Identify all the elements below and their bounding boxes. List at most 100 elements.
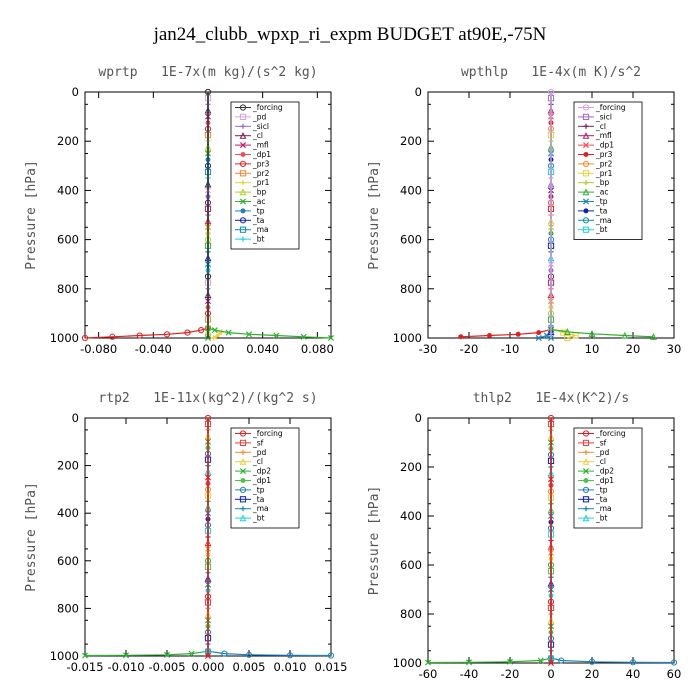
legend-marker xyxy=(582,198,590,205)
data-point xyxy=(588,658,596,665)
y-axis-label: Pressure [hPa] xyxy=(24,160,39,270)
y-axis-label: Pressure [hPa] xyxy=(367,160,382,270)
legend-marker xyxy=(239,514,247,522)
data-point xyxy=(424,659,432,666)
x-tick-label: -60 xyxy=(419,667,438,681)
data-point xyxy=(81,652,89,659)
legend: _forcing_pd_sicl_cl_mfl_dp1_pr3_pr2_pr1_… xyxy=(230,101,300,250)
legend-label: _pr3 xyxy=(252,159,270,168)
legend-marker xyxy=(583,506,589,512)
legend-label: _cl xyxy=(595,122,606,131)
figure-title: jan24_clubb_wpxp_ri_expm BUDGET at90E,-7… xyxy=(153,24,547,45)
legend-label: _dp1 xyxy=(595,476,614,485)
data-point xyxy=(163,331,171,338)
legend-marker xyxy=(582,188,590,196)
legend-label: _pr2 xyxy=(252,169,270,178)
legend-marker xyxy=(239,439,247,446)
panel-title: wpthlp 1E-4x(m K)/s^2 xyxy=(461,65,641,80)
legend-label: _bt xyxy=(595,225,608,234)
y-axis-label: Pressure [hPa] xyxy=(24,482,39,592)
legend-marker xyxy=(582,514,590,522)
legend-label: _ta xyxy=(252,216,264,225)
data-point xyxy=(300,333,307,340)
chart-panel-3: rtp2 1E-11x(kg^2)/(kg^2 s) Pressure [hPa]… xyxy=(24,391,347,674)
data-point xyxy=(109,333,116,340)
y-tick-label: 400 xyxy=(400,509,422,523)
legend-marker xyxy=(240,478,246,483)
x-tick-label: -10 xyxy=(501,342,520,356)
legend-marker xyxy=(582,160,590,167)
data-point xyxy=(136,332,143,339)
legend-label: _sf xyxy=(252,438,264,447)
data-point xyxy=(81,334,89,342)
legend-label: _bp xyxy=(252,188,267,197)
x-tick-label: 0.005 xyxy=(233,660,266,674)
series-line-ac xyxy=(207,327,332,339)
legend-marker xyxy=(582,457,590,465)
y-tick-label: 400 xyxy=(400,183,422,197)
y-tick-label: 0 xyxy=(72,411,79,425)
legend-marker xyxy=(239,113,247,121)
x-tick-label: 0.080 xyxy=(301,342,334,356)
legend-marker xyxy=(239,226,247,233)
data-point xyxy=(537,657,544,664)
legend-label: _pd xyxy=(252,448,267,457)
y-tick-label: 1000 xyxy=(393,656,422,670)
legend-marker xyxy=(239,496,247,503)
data-point xyxy=(629,659,637,666)
legend-label: _ma xyxy=(595,504,612,513)
data-point xyxy=(216,331,222,337)
x-tick-label: -0.005 xyxy=(148,660,185,674)
series-line-tp xyxy=(550,657,675,664)
x-tick-label: 0.010 xyxy=(274,660,307,674)
data-point xyxy=(458,334,464,340)
y-tick-label: 200 xyxy=(400,134,422,148)
data-point xyxy=(273,332,280,339)
legend-label: _ta xyxy=(595,206,607,215)
y-tick-label: 800 xyxy=(57,601,79,615)
data-point xyxy=(198,327,205,334)
legend-label: _mfl xyxy=(252,141,269,150)
data-point xyxy=(670,659,678,666)
legend-label: _pr3 xyxy=(595,150,613,159)
data-point xyxy=(225,329,232,336)
x-tick-label: -0.080 xyxy=(80,342,117,356)
legend-marker xyxy=(583,180,589,186)
series-line-ac xyxy=(550,328,654,338)
data-point xyxy=(536,330,542,336)
x-tick-label: 0 xyxy=(547,342,554,356)
legend-label: _forcing xyxy=(252,429,283,438)
x-tick-label: -0.040 xyxy=(135,342,172,356)
series-line-tp xyxy=(207,650,332,657)
legend-label: _cl xyxy=(252,457,263,466)
legend-label: _dp2 xyxy=(595,467,614,476)
x-tick-label: 0.000 xyxy=(192,342,225,356)
x-tick-label: -0.015 xyxy=(66,660,103,674)
legend-label: _cl xyxy=(595,457,606,466)
legend-label: _pd xyxy=(252,112,267,121)
legend-marker xyxy=(239,142,247,149)
legend-marker xyxy=(582,430,590,437)
legend-label: _mfl xyxy=(595,131,612,140)
legend: _forcing_sicl_cl_mfl_dp1_pr3_pr2_pr1_bp_… xyxy=(573,101,643,241)
y-tick-label: 800 xyxy=(400,607,422,621)
data-point xyxy=(327,652,335,659)
x-tick-label: 20 xyxy=(585,667,600,681)
data-point xyxy=(184,329,191,336)
legend-label: _bp xyxy=(595,178,610,187)
data-point xyxy=(163,651,171,658)
legend-marker xyxy=(582,468,590,475)
legend-marker xyxy=(239,198,247,205)
legend-marker xyxy=(239,160,247,167)
data-point xyxy=(211,327,218,334)
legend-marker xyxy=(240,208,246,214)
legend-label: _tp xyxy=(595,197,608,206)
data-point xyxy=(327,334,335,342)
legend-marker xyxy=(582,170,590,177)
legend-label: _ma xyxy=(252,225,269,234)
legend-label: _tp xyxy=(595,485,608,494)
x-tick-label: -30 xyxy=(419,342,438,356)
legend-marker xyxy=(583,123,589,129)
legend-label: _sf xyxy=(595,438,607,447)
x-tick-label: 10 xyxy=(585,342,600,356)
